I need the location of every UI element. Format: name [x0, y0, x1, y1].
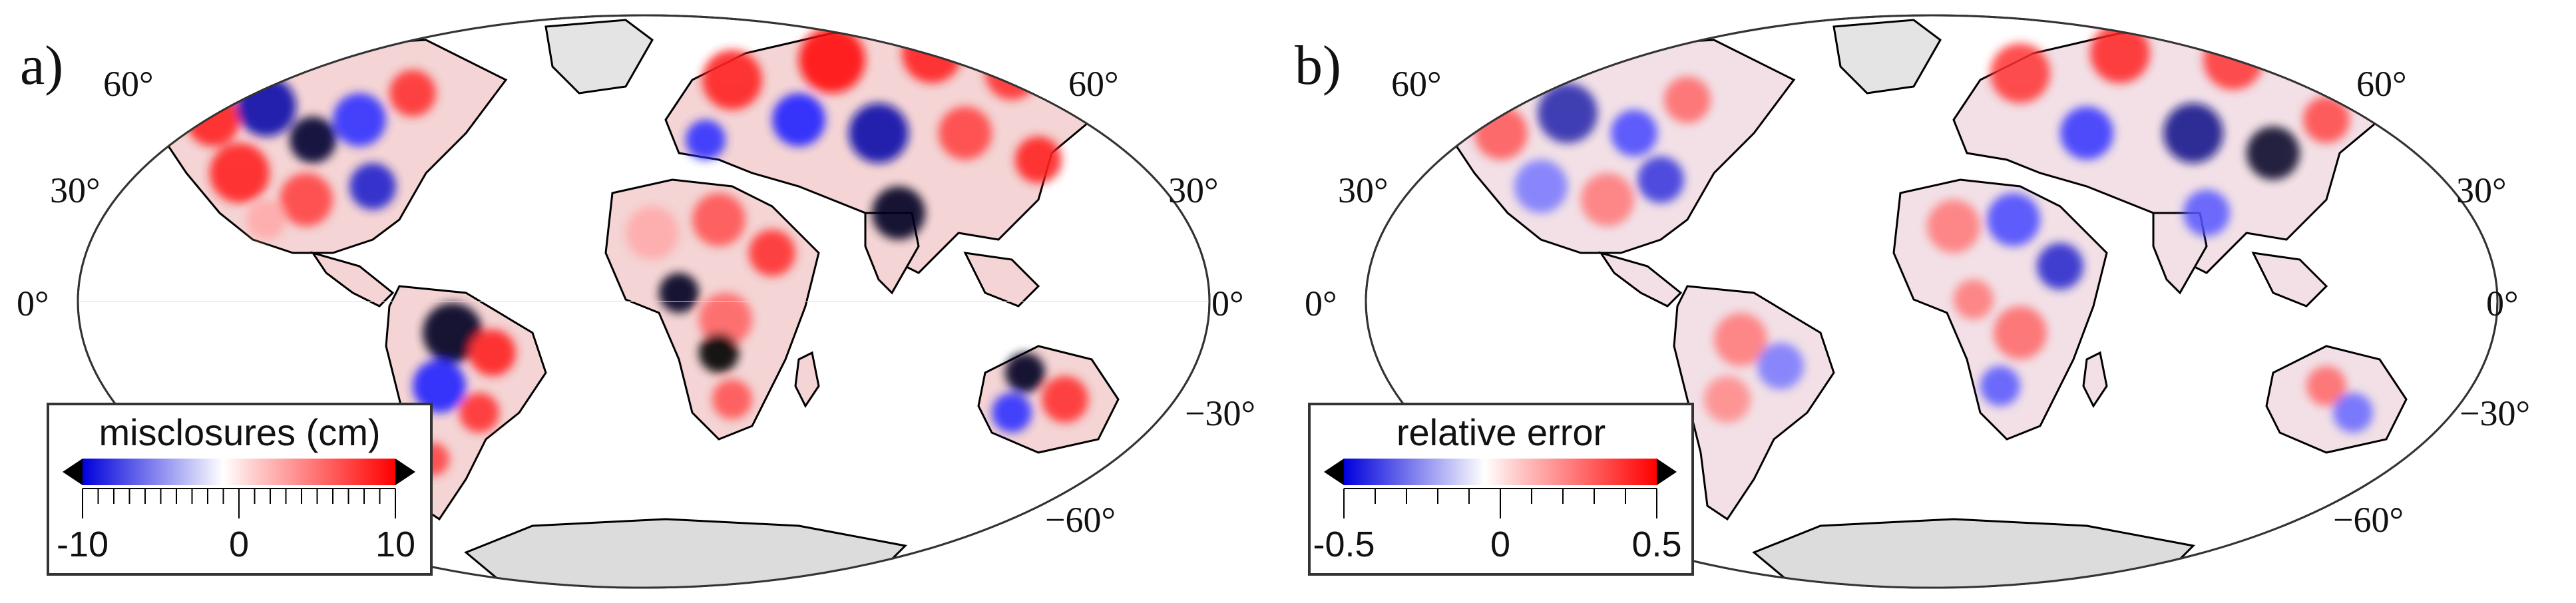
lat-label-right-0: 0° — [1211, 284, 1244, 323]
lat-label-right-0: 0° — [2486, 284, 2519, 323]
colorbar-title: relative error — [1396, 411, 1606, 453]
lat-label-left-30: 30° — [50, 170, 101, 210]
colorbar-tick-mid: 0 — [228, 524, 250, 564]
greenland — [1832, 19, 1942, 95]
lat-label-right-60: 60° — [2356, 64, 2407, 104]
lat-label-right-minus30: −30° — [1185, 393, 1256, 433]
lat-label-left-0: 0° — [1305, 284, 1337, 323]
panel-label-b: b) — [1295, 35, 1341, 97]
antarctica — [1752, 518, 2196, 588]
colorbar-tick-mid: 0 — [1490, 524, 1511, 564]
madagascar — [794, 351, 820, 408]
colorbar-tick-max: 0.5 — [1631, 524, 1682, 564]
central-america — [1598, 251, 1683, 307]
colorbar-legend: relative error — [1308, 403, 1694, 576]
misclosure-field — [186, 23, 1088, 476]
colorbar-over-arrow — [395, 459, 415, 485]
southeast-asia — [963, 252, 1040, 307]
lat-label-right-minus60: −60° — [1045, 500, 1116, 540]
south-america — [1673, 285, 1835, 521]
lat-label-left-0: 0° — [17, 284, 49, 323]
map-panel-a: a) 60° 30° 0° 60° 30° 0° −30° −60° miscl… — [17, 14, 1256, 589]
colorbar-under-arrow — [1324, 459, 1344, 485]
lat-label-right-minus30: −30° — [2460, 393, 2531, 433]
colorbar-ticks — [82, 489, 396, 518]
central-america — [310, 251, 395, 307]
lat-label-right-30: 30° — [1168, 170, 1219, 210]
colorbar-tick-min: -10 — [56, 524, 109, 564]
colorbar-under-arrow — [63, 459, 83, 485]
colorbar — [63, 459, 415, 518]
lat-label-right-30: 30° — [2456, 170, 2507, 210]
colorbar — [1324, 459, 1677, 518]
colorbar-over-arrow — [1657, 459, 1677, 485]
colorbar-tick-max: 10 — [375, 524, 416, 564]
colorbar-ticks — [1343, 489, 1657, 518]
lat-label-right-60: 60° — [1068, 64, 1119, 104]
panel-label-a: a) — [20, 35, 64, 97]
lat-label-left-60: 60° — [103, 64, 154, 104]
colorbar-gradient — [1344, 459, 1657, 485]
antarctica — [464, 518, 908, 588]
colorbar-title: misclosures (cm) — [99, 411, 381, 453]
map-panel-b: b) 60° 30° 0° 60° 30° 0° −30° −60° relat… — [1288, 0, 2576, 603]
lat-label-left-60: 60° — [1391, 64, 1442, 104]
greenland — [544, 19, 654, 95]
lat-label-right-minus60: −60° — [2333, 500, 2404, 540]
madagascar — [2082, 351, 2108, 408]
lat-label-left-30: 30° — [1338, 170, 1389, 210]
southeast-asia — [2251, 252, 2328, 307]
colorbar-tick-min: -0.5 — [1313, 524, 1375, 564]
relative-error-field — [1474, 23, 2373, 433]
colorbar-gradient — [83, 459, 395, 485]
colorbar-legend: misclosures (cm) — [47, 403, 433, 576]
